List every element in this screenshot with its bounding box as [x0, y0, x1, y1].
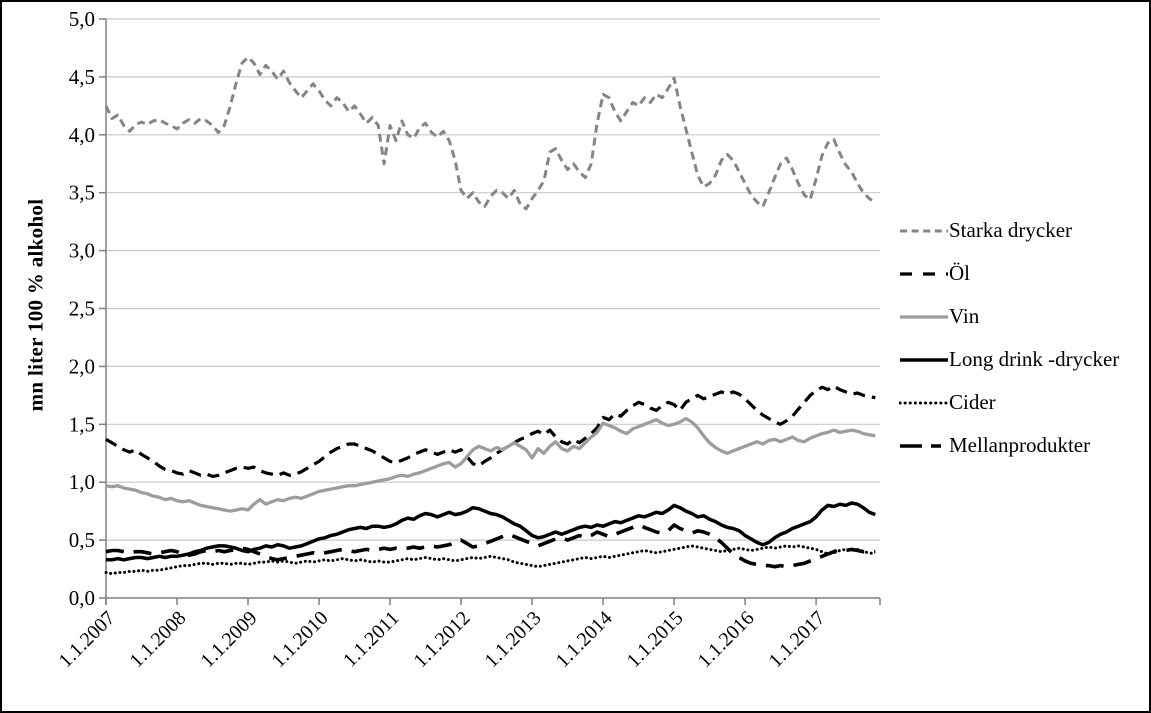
- x-tick-label: 1.1.2014: [552, 607, 617, 672]
- legend-label-vin: Vin: [949, 304, 980, 328]
- x-tick-label: 1.1.2007: [54, 607, 119, 672]
- series-line-mellanprodukter: [105, 523, 876, 569]
- legend-line-sample-cider: [899, 401, 949, 404]
- y-tick-label: 2,5: [69, 297, 95, 321]
- x-tick-label: 1.1.2011: [339, 607, 404, 672]
- legend-line-sample-ol: [900, 271, 948, 276]
- legend-label-cider: Cider: [949, 390, 996, 414]
- x-tick-label: 1.1.2015: [623, 607, 688, 672]
- y-axis-title: mn liter 100 % alkohol: [23, 198, 48, 412]
- series-line-cider: [104, 544, 877, 576]
- legend-label-starka-drycker: Starka drycker: [949, 218, 1073, 242]
- x-tick-label: 1.1.2013: [481, 607, 546, 672]
- y-tick-label: 5,0: [69, 7, 95, 31]
- series-line-vin: [105, 416, 876, 513]
- y-tick-label: 0,5: [69, 528, 95, 552]
- x-tick-label: 1.1.2010: [268, 607, 333, 672]
- series-line-ol: [105, 384, 876, 478]
- y-tick-label: 2,0: [69, 354, 95, 378]
- legend-item-mellanprodukter: Mellanprodukter: [899, 424, 1119, 467]
- series-line-long-drink-drycker: [106, 501, 876, 562]
- legend-line-sample-starka-drycker: [900, 229, 948, 232]
- y-tick-label: 4,0: [69, 123, 95, 147]
- y-tick-label: 4,5: [69, 65, 95, 89]
- legend-label-long-drink-drycker: Long drink -drycker: [949, 347, 1120, 371]
- legend-item-vin: Vin: [899, 295, 1119, 338]
- chart-legend: Starka drycker Öl Vin Long drink -drycker Ci…: [899, 209, 1119, 467]
- legend-item-starka-drycker: Starka drycker: [899, 209, 1119, 252]
- y-tick-label: 1,0: [69, 470, 95, 494]
- legend-item-ol: Öl: [899, 252, 1119, 295]
- legend-item-cider: Cider: [899, 381, 1119, 424]
- x-tick-label: 1.1.2009: [197, 607, 262, 672]
- series-line-starka-drycker: [104, 55, 877, 211]
- legend-label-ol: Öl: [949, 261, 970, 285]
- x-tick-label: 1.1.2017: [765, 607, 830, 672]
- legend-item-long-drink-drycker: Long drink -drycker: [899, 338, 1119, 381]
- y-tick-label: 0,0: [69, 586, 95, 610]
- x-tick-label: 1.1.2016: [694, 607, 759, 672]
- y-tick-label: 1,5: [69, 412, 95, 436]
- y-tick-label: 3,5: [69, 181, 95, 205]
- x-tick-label: 1.1.2008: [125, 607, 190, 672]
- x-tick-label: 1.1.2012: [410, 607, 475, 672]
- legend-label-mellanprodukter: Mellanprodukter: [949, 433, 1091, 457]
- y-tick-label: 3,0: [69, 239, 95, 263]
- legend-line-sample-long-drink-drycker: [900, 357, 948, 362]
- legend-line-sample-mellanprodukter: [900, 443, 948, 448]
- legend-line-sample-vin: [900, 314, 948, 319]
